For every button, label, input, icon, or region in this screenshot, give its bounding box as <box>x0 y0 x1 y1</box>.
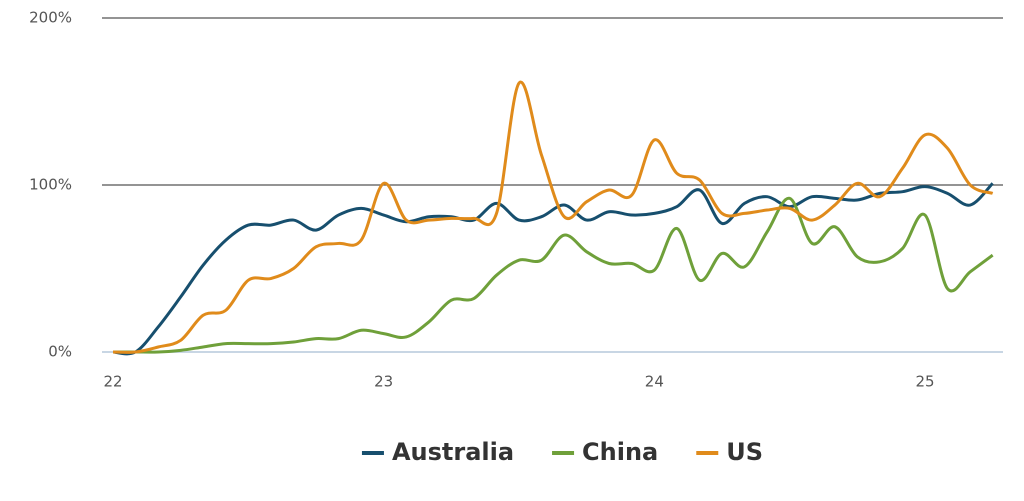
y-tick-label: 200% <box>29 9 72 27</box>
x-tick-label: 25 <box>915 373 934 391</box>
legend-label: US <box>726 438 763 466</box>
x-tick-label: 24 <box>645 373 664 391</box>
line <box>112 182 994 356</box>
y-tick-label: 100% <box>29 176 72 194</box>
legend-label: China <box>582 438 658 466</box>
y-tick-label: 0% <box>48 343 72 361</box>
x-tick-label: 22 <box>103 373 122 391</box>
x-tick-label: 23 <box>374 373 393 391</box>
line <box>112 196 994 354</box>
line <box>112 80 994 354</box>
legend-label: Australia <box>392 438 514 466</box>
